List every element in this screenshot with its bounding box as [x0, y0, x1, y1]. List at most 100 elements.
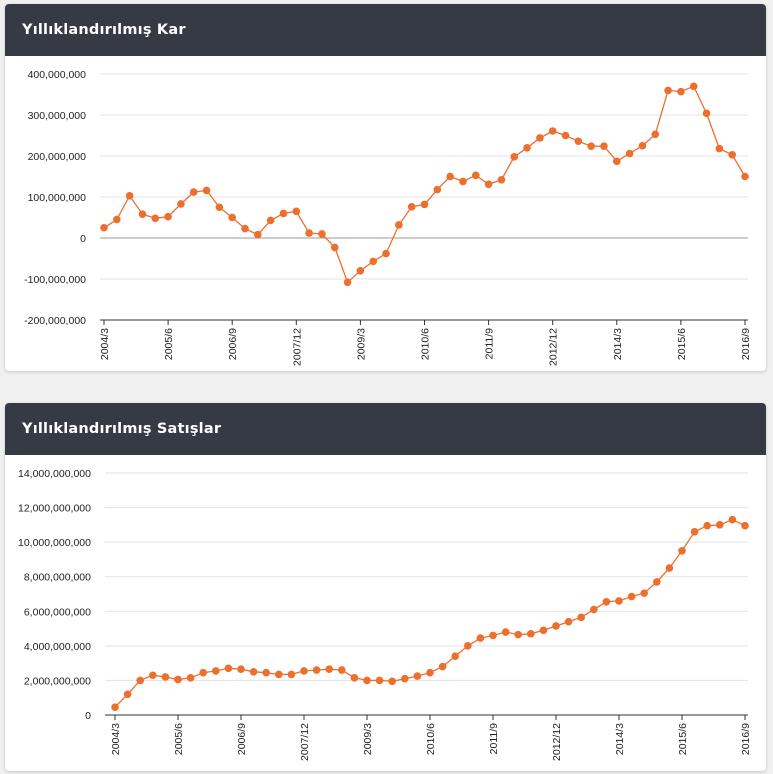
profit-data-point[interactable] [151, 214, 160, 223]
profit-data-point[interactable] [228, 213, 236, 222]
sales-data-point[interactable] [438, 662, 447, 671]
sales-data-point[interactable] [741, 521, 749, 530]
profit-data-point[interactable] [254, 230, 262, 239]
sales-data-point[interactable] [489, 631, 497, 640]
profit-data-point[interactable] [664, 86, 672, 95]
sales-data-point[interactable] [350, 674, 359, 682]
sales-data-point[interactable] [426, 668, 434, 677]
profit-data-point[interactable] [266, 216, 275, 225]
profit-data-point[interactable] [318, 230, 326, 238]
profit-data-point[interactable] [741, 172, 749, 181]
profit-data-point[interactable] [561, 131, 570, 140]
sales-data-point[interactable] [275, 670, 283, 679]
sales-data-point[interactable] [300, 667, 308, 675]
sales-data-point[interactable] [678, 546, 686, 555]
sales-data-point[interactable] [690, 527, 699, 536]
sales-data-point[interactable] [161, 673, 170, 681]
profit-data-point[interactable] [369, 257, 378, 266]
sales-data-point[interactable] [665, 564, 674, 572]
profit-data-point[interactable] [497, 175, 506, 184]
profit-data-point[interactable] [638, 141, 647, 150]
sales-data-point[interactable] [212, 667, 220, 675]
profit-data-point[interactable] [548, 127, 557, 135]
profit-data-point[interactable] [484, 180, 493, 189]
sales-data-point[interactable] [111, 703, 119, 712]
sales-data-point[interactable] [602, 597, 611, 606]
sales-data-point[interactable] [338, 666, 346, 674]
profit-data-point[interactable] [164, 212, 172, 221]
profit-data-point[interactable] [471, 171, 480, 180]
profit-data-point[interactable] [407, 203, 416, 211]
profit-data-point[interactable] [215, 203, 224, 212]
sales-data-point[interactable] [577, 613, 585, 622]
profit-data-point[interactable] [395, 221, 403, 229]
profit-data-point[interactable] [715, 144, 724, 153]
sales-data-point[interactable] [476, 634, 485, 642]
sales-data-point[interactable] [136, 676, 144, 685]
sales-data-point[interactable] [174, 675, 182, 684]
profit-data-point[interactable] [446, 172, 454, 181]
profit-data-point[interactable] [305, 229, 313, 237]
sales-data-point[interactable] [413, 672, 422, 680]
profit-data-point[interactable] [677, 87, 685, 96]
profit-data-point[interactable] [510, 153, 519, 161]
profit-data-point[interactable] [292, 207, 301, 216]
profit-data-point[interactable] [330, 243, 339, 252]
sales-data-point[interactable] [716, 521, 724, 529]
profit-data-point[interactable] [536, 134, 544, 142]
sales-data-point[interactable] [615, 597, 623, 605]
sales-data-point[interactable] [627, 592, 636, 601]
profit-data-point[interactable] [382, 249, 390, 258]
profit-data-point[interactable] [433, 185, 442, 194]
sales-data-point[interactable] [249, 667, 258, 676]
sales-data-point[interactable] [325, 665, 334, 673]
sales-data-point[interactable] [539, 626, 548, 635]
sales-data-point[interactable] [401, 674, 409, 683]
profit-data-point[interactable] [613, 157, 621, 166]
sales-data-point[interactable] [199, 668, 207, 677]
profit-data-point[interactable] [600, 142, 608, 150]
sales-data-point[interactable] [363, 676, 371, 685]
profit-data-point[interactable] [574, 137, 583, 146]
profit-data-point[interactable] [100, 223, 108, 232]
profit-data-point[interactable] [138, 210, 147, 219]
sales-data-point[interactable] [640, 589, 648, 597]
profit-data-point[interactable] [702, 109, 711, 118]
sales-data-point[interactable] [501, 628, 510, 636]
sales-data-point[interactable] [590, 605, 598, 614]
profit-data-point[interactable] [189, 188, 198, 196]
sales-data-point[interactable] [703, 521, 711, 530]
profit-data-point[interactable] [177, 200, 185, 208]
profit-data-point[interactable] [651, 130, 660, 139]
profit-data-point[interactable] [728, 150, 736, 159]
sales-data-point[interactable] [224, 664, 233, 673]
profit-data-point[interactable] [587, 142, 595, 150]
sales-data-point[interactable] [527, 629, 535, 638]
sales-data-point[interactable] [653, 578, 661, 586]
profit-data-point[interactable] [202, 186, 211, 195]
profit-data-point[interactable] [523, 144, 531, 152]
sales-data-point[interactable] [186, 674, 195, 682]
sales-data-point[interactable] [514, 630, 522, 639]
sales-data-point[interactable] [552, 622, 560, 630]
sales-data-point[interactable] [464, 642, 472, 650]
sales-data-point[interactable] [312, 666, 321, 674]
sales-data-point[interactable] [123, 690, 132, 699]
profit-data-point[interactable] [125, 191, 134, 200]
profit-data-point[interactable] [420, 200, 429, 209]
sales-data-point[interactable] [564, 617, 573, 626]
sales-data-point[interactable] [728, 515, 737, 524]
profit-data-point[interactable] [241, 224, 249, 233]
sales-data-point[interactable] [388, 677, 397, 686]
sales-data-point[interactable] [262, 668, 271, 677]
sales-data-point[interactable] [287, 670, 296, 679]
profit-data-point[interactable] [625, 149, 634, 158]
sales-data-point[interactable] [237, 665, 245, 673]
sales-data-point[interactable] [149, 671, 157, 680]
profit-data-point[interactable] [459, 177, 467, 186]
sales-data-point[interactable] [451, 652, 460, 661]
profit-data-point[interactable] [279, 209, 288, 218]
profit-data-point[interactable] [356, 267, 365, 275]
profit-data-point[interactable] [113, 215, 121, 224]
sales-data-point[interactable] [375, 676, 384, 685]
